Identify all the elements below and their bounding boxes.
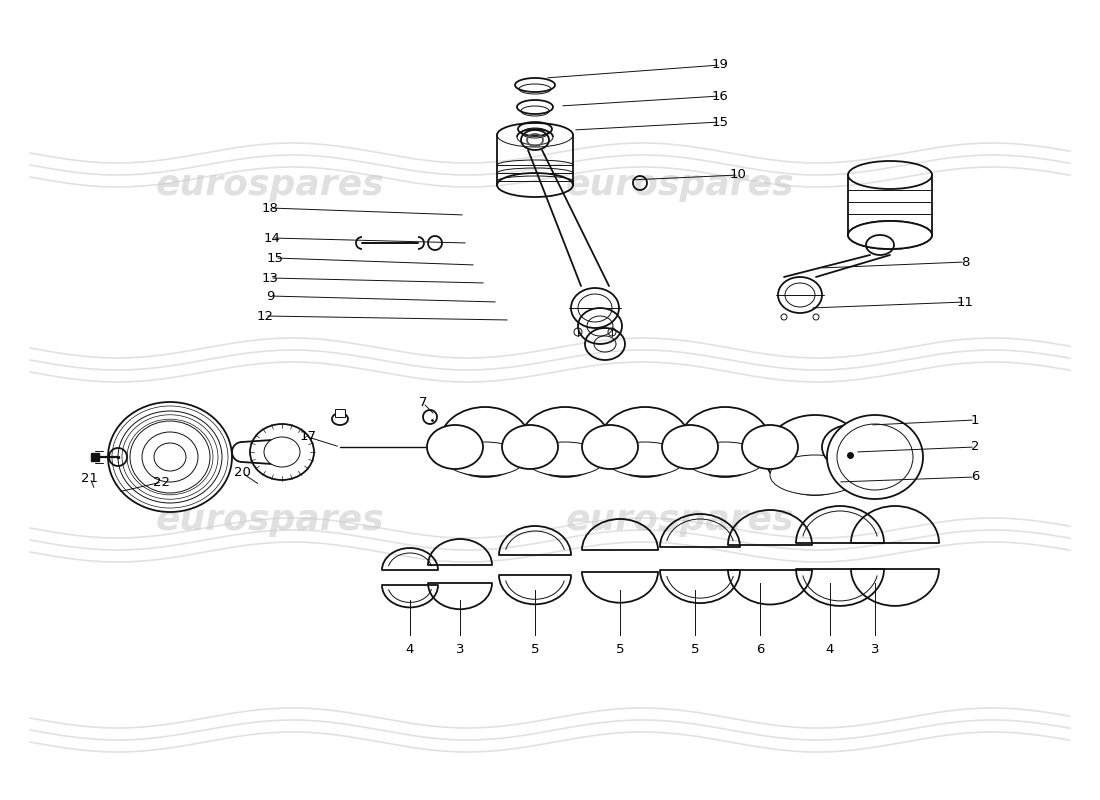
Text: 14: 14 (264, 231, 280, 245)
Ellipse shape (582, 425, 638, 469)
Text: 11: 11 (957, 295, 974, 309)
Text: 7: 7 (419, 397, 427, 410)
Ellipse shape (764, 415, 865, 495)
Text: 20: 20 (233, 466, 251, 479)
Bar (336, 409, 345, 417)
Ellipse shape (685, 442, 764, 476)
Text: eurospares: eurospares (565, 503, 794, 537)
Ellipse shape (770, 455, 860, 495)
Text: 9: 9 (266, 290, 274, 302)
Ellipse shape (440, 407, 530, 477)
Text: 2: 2 (970, 441, 979, 454)
Ellipse shape (680, 407, 770, 477)
Ellipse shape (520, 407, 610, 477)
Text: 8: 8 (960, 255, 969, 269)
Ellipse shape (848, 221, 932, 249)
Text: 5: 5 (616, 643, 625, 656)
Ellipse shape (822, 425, 878, 469)
Text: 6: 6 (756, 643, 764, 656)
Text: 4: 4 (826, 643, 834, 656)
Text: 17: 17 (299, 430, 317, 443)
Text: 1: 1 (970, 414, 979, 426)
Text: eurospares: eurospares (565, 168, 794, 202)
Ellipse shape (264, 437, 300, 467)
Text: 19: 19 (712, 58, 728, 71)
Text: 12: 12 (256, 310, 274, 322)
Text: 15: 15 (712, 115, 728, 129)
Ellipse shape (118, 411, 222, 503)
Ellipse shape (837, 424, 913, 490)
Ellipse shape (827, 415, 923, 499)
Ellipse shape (848, 221, 932, 249)
Ellipse shape (605, 442, 685, 476)
Ellipse shape (250, 424, 314, 480)
Text: 4: 4 (406, 643, 415, 656)
Text: 16: 16 (712, 90, 728, 102)
Text: 10: 10 (729, 169, 747, 182)
Ellipse shape (525, 442, 605, 476)
Text: 21: 21 (81, 471, 99, 485)
Ellipse shape (446, 442, 525, 476)
Ellipse shape (154, 443, 186, 471)
Text: 15: 15 (266, 251, 284, 265)
Text: eurospares: eurospares (156, 503, 384, 537)
Text: 5: 5 (530, 643, 539, 656)
Ellipse shape (108, 402, 232, 512)
Text: 6: 6 (971, 470, 979, 483)
Text: 22: 22 (154, 475, 170, 489)
Text: 13: 13 (262, 271, 278, 285)
Ellipse shape (502, 425, 558, 469)
Ellipse shape (427, 425, 483, 469)
Text: eurospares: eurospares (156, 168, 384, 202)
Ellipse shape (142, 432, 198, 482)
Text: 3: 3 (871, 643, 879, 656)
Ellipse shape (130, 421, 210, 493)
Ellipse shape (600, 407, 690, 477)
Text: 18: 18 (262, 202, 278, 214)
Ellipse shape (742, 425, 797, 469)
Ellipse shape (662, 425, 718, 469)
Text: 3: 3 (455, 643, 464, 656)
Text: 5: 5 (691, 643, 700, 656)
